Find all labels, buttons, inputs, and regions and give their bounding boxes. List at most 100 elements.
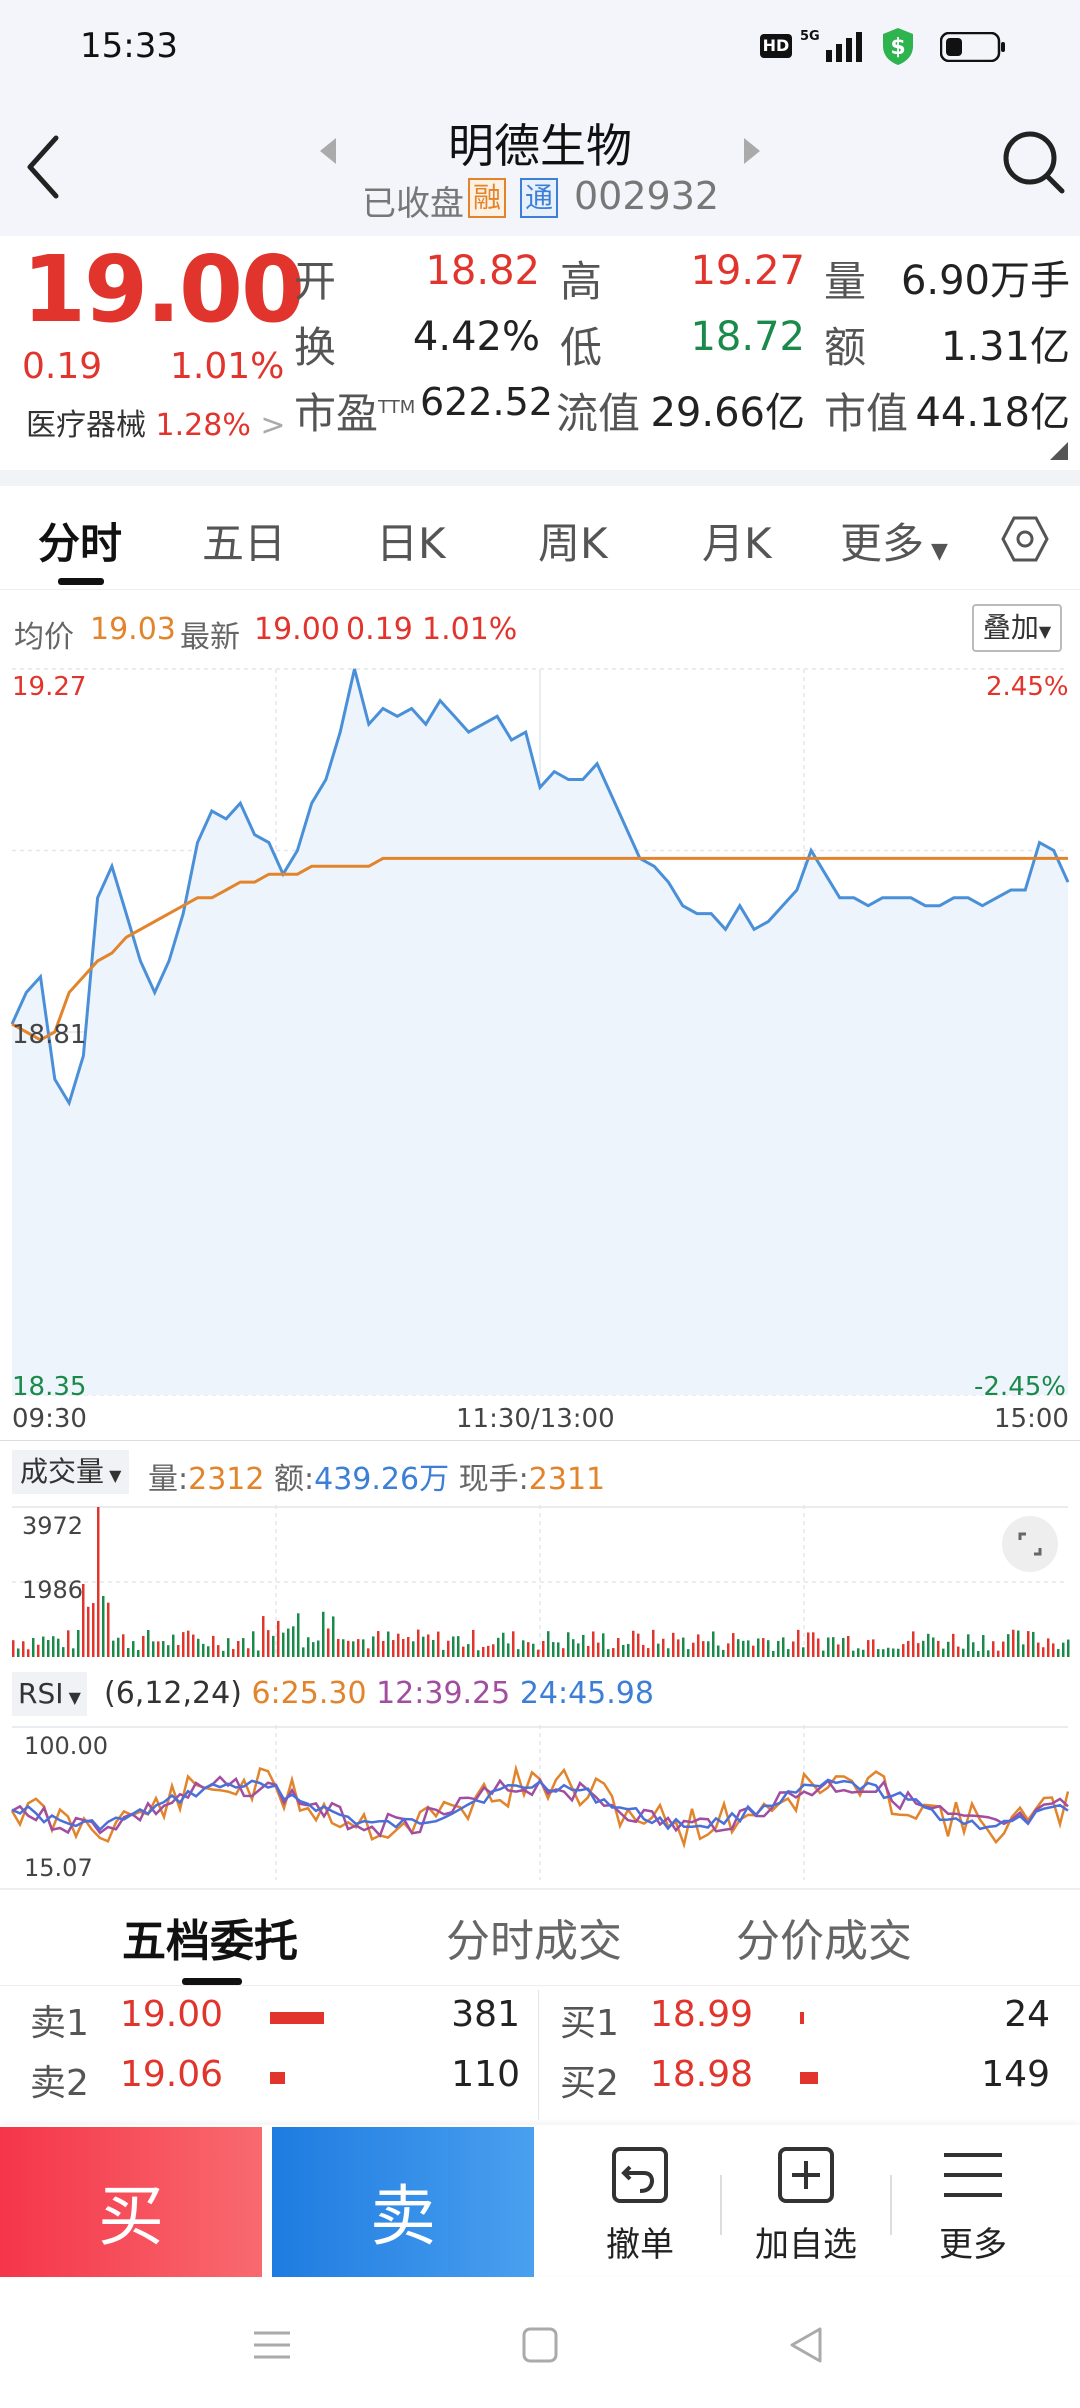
volume-bar xyxy=(57,1638,60,1657)
tab-more[interactable]: 更多 ▼ xyxy=(840,519,948,568)
volume-bar xyxy=(762,1638,765,1657)
prev-stock-icon[interactable] xyxy=(318,136,340,166)
volume-bar xyxy=(277,1620,280,1657)
rsi-chart xyxy=(0,1725,1080,1880)
volume-bar xyxy=(387,1631,390,1657)
volume-bar xyxy=(347,1640,350,1657)
volume-bar xyxy=(502,1632,505,1657)
volume-bar xyxy=(352,1641,355,1657)
volume-bar xyxy=(997,1650,1000,1657)
volume-bar xyxy=(37,1644,40,1657)
price-area xyxy=(12,669,1068,1395)
buy-button[interactable]: 买 xyxy=(0,2127,262,2277)
shield-dollar-icon: $ xyxy=(880,26,916,66)
rsi-dropdown[interactable]: RSI ▼ xyxy=(12,1672,87,1716)
volume-bar xyxy=(602,1633,605,1657)
divider xyxy=(538,1990,539,2120)
low-value: 18.72 xyxy=(690,314,805,360)
sell-button[interactable]: 卖 xyxy=(272,2127,534,2277)
volume-bar xyxy=(587,1645,590,1657)
volume-bar xyxy=(252,1631,255,1657)
volume-bar xyxy=(902,1644,905,1657)
tab-monthly-k[interactable]: 月K xyxy=(702,519,772,568)
volume-bar xyxy=(532,1643,535,1657)
price-line xyxy=(10,668,1070,1107)
amount-value: 1.31亿 xyxy=(940,324,1070,370)
cancel-order-button[interactable]: 撤单 xyxy=(590,2145,690,2265)
buy-row-2: 买2 18.98 149 xyxy=(540,2054,1080,2110)
volume-bar xyxy=(677,1639,680,1657)
volume-bar xyxy=(892,1648,895,1657)
volume-info: 量:2312 额:439.26万 现手:2311 xyxy=(148,1462,606,1497)
volume-bar xyxy=(102,1595,105,1657)
volume-bar xyxy=(462,1646,465,1657)
volume-bar xyxy=(842,1637,845,1657)
volume-bar xyxy=(122,1634,125,1657)
search-icon[interactable] xyxy=(1000,126,1066,196)
overlay-button[interactable]: 叠加▼ xyxy=(972,604,1062,652)
volume-bar xyxy=(517,1649,520,1657)
volume-bar xyxy=(717,1645,720,1657)
chart-tabs: 分时 五日 日K 周K 月K 更多 ▼ xyxy=(0,490,1080,590)
volume-dropdown[interactable]: 成交量 ▼ xyxy=(12,1450,130,1494)
fullscreen-icon[interactable] xyxy=(1002,1516,1058,1572)
tab-five-day[interactable]: 五日 xyxy=(202,519,287,568)
volume-bar xyxy=(117,1637,120,1657)
volume-value: 6.90万手 xyxy=(900,258,1070,304)
volume-bar xyxy=(847,1636,850,1657)
intraday-chart[interactable] xyxy=(0,665,1080,1435)
volume-bar xyxy=(882,1649,885,1657)
volume-bar xyxy=(742,1640,745,1657)
volume-bar xyxy=(512,1631,515,1657)
volume-bar xyxy=(992,1641,995,1657)
nav-menu-icon[interactable] xyxy=(252,2325,292,2365)
add-watchlist-button[interactable]: 加自选 xyxy=(746,2145,866,2265)
volume-bar xyxy=(877,1649,880,1657)
volume-bar xyxy=(592,1631,595,1657)
volume-bar xyxy=(262,1616,265,1657)
tab-daily-k[interactable]: 日K xyxy=(376,519,446,568)
nav-home-icon[interactable] xyxy=(520,2325,560,2365)
pct-bottom-label: -2.45% xyxy=(974,1372,1066,1402)
next-stock-icon[interactable] xyxy=(740,136,762,166)
rsi-y-bottom: 15.07 xyxy=(24,1854,93,1882)
volume-bar xyxy=(17,1648,20,1657)
chg-value: 0.19 xyxy=(346,612,413,647)
tab-intraday[interactable]: 分时 xyxy=(38,519,123,568)
volume-bar xyxy=(322,1611,325,1657)
volume-bar xyxy=(1027,1631,1030,1657)
volume-bar xyxy=(567,1632,570,1657)
back-icon[interactable] xyxy=(22,132,66,202)
volume-bar xyxy=(552,1642,555,1657)
volume-bar xyxy=(197,1638,200,1657)
more-button[interactable]: 更多 xyxy=(918,2145,1028,2265)
tab-weekly-k[interactable]: 周K xyxy=(538,519,608,568)
volume-bar xyxy=(87,1606,90,1657)
volume-bar xyxy=(1037,1642,1040,1657)
expand-corner-icon[interactable] xyxy=(1050,442,1068,460)
volume-bar xyxy=(497,1637,500,1657)
settings-hex-icon[interactable] xyxy=(1000,514,1050,564)
nav-back-icon[interactable] xyxy=(786,2325,826,2365)
volume-bar xyxy=(812,1632,815,1657)
signal-icon: 5G xyxy=(800,28,866,64)
tab-trades[interactable]: 分时成交 xyxy=(446,1916,622,1967)
volume-bar xyxy=(372,1636,375,1657)
divider xyxy=(0,470,1080,486)
volume-bar xyxy=(337,1638,340,1657)
volume-bar xyxy=(647,1648,650,1657)
volume-bar xyxy=(297,1613,300,1657)
quote-panel: 19.00 0.19 1.01% 医疗器械 1.28% > 开 18.82 高 … xyxy=(0,236,1080,460)
volume-bar xyxy=(152,1641,155,1657)
tab-price-volume[interactable]: 分价成交 xyxy=(736,1916,912,1967)
turnover-value: 4.42% xyxy=(412,314,540,360)
avg-price-line xyxy=(11,856,1068,1042)
volume-bar xyxy=(207,1646,210,1657)
tab-order-book[interactable]: 五档委托 xyxy=(122,1916,298,1967)
x-label-mid: 11:30/13:00 xyxy=(456,1404,615,1434)
volume-bar xyxy=(802,1647,805,1657)
volume-bar xyxy=(237,1640,240,1657)
sector-link[interactable]: 医疗器械 1.28% > xyxy=(26,408,286,443)
volume-bar xyxy=(572,1639,575,1657)
volume-bar xyxy=(687,1649,690,1657)
